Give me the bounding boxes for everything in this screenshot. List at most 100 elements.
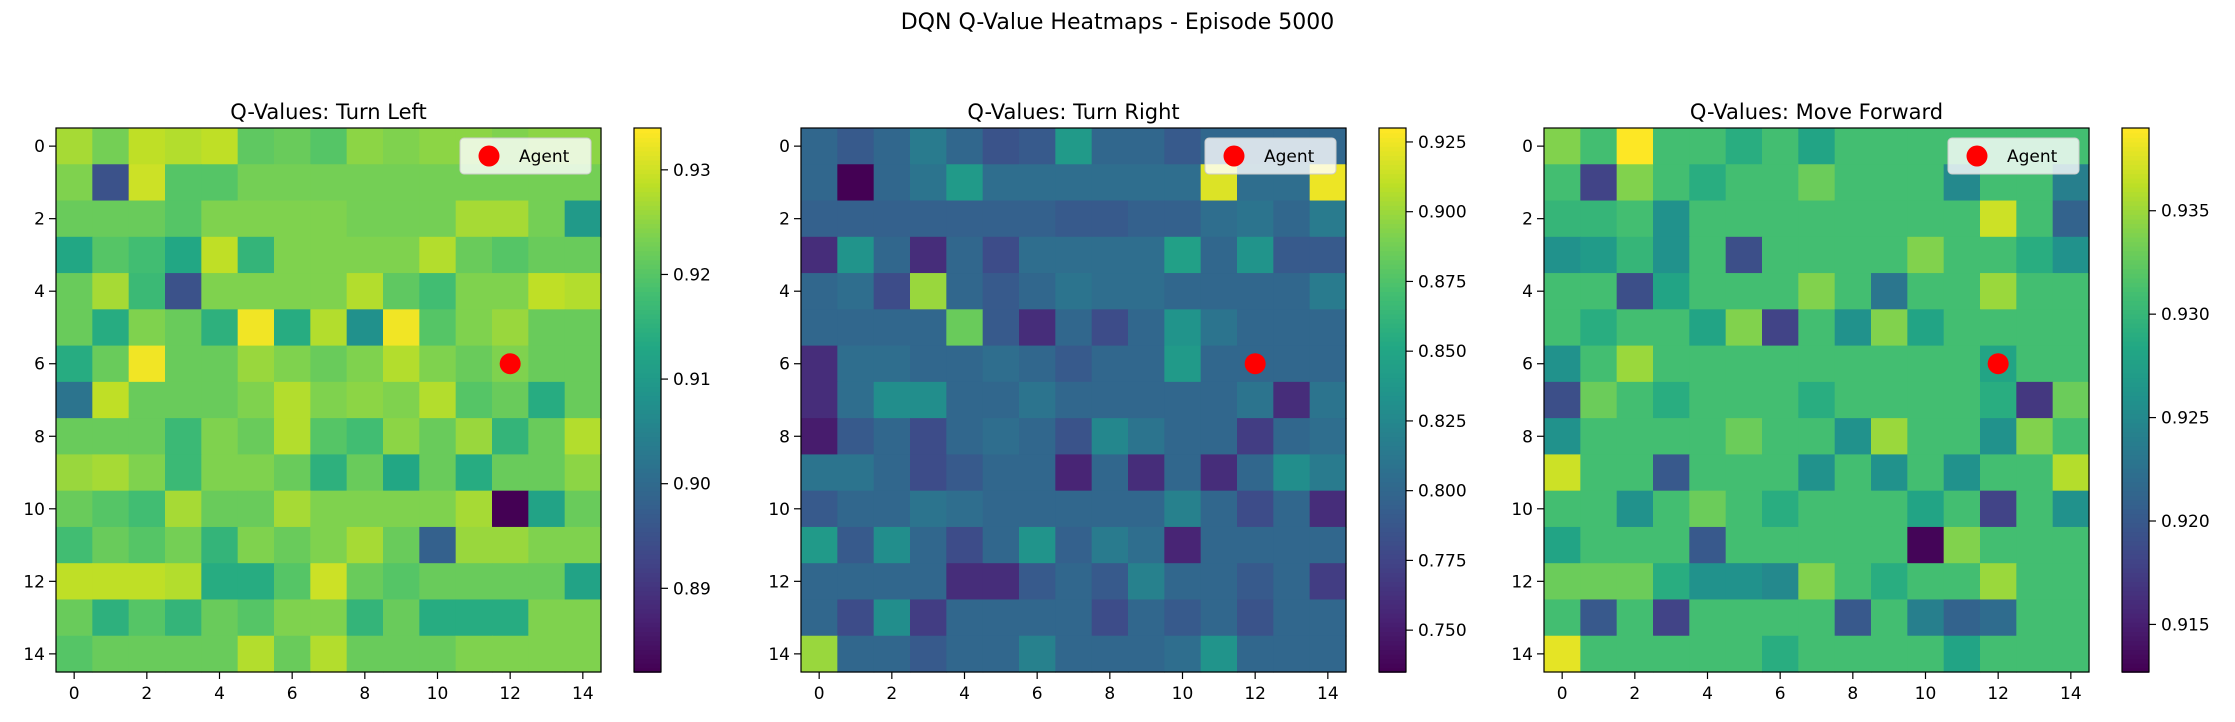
heatmap-cell	[982, 526, 1020, 564]
heatmap-cell	[237, 490, 275, 528]
heatmap-cell	[165, 236, 202, 274]
colorbar-segment	[634, 377, 661, 383]
x-tick-label: 8	[1104, 684, 1115, 704]
colorbar-segment	[634, 182, 661, 188]
x-tick-label: 14	[2060, 684, 2082, 704]
colorbar-segment	[1379, 300, 1406, 306]
heatmap-cell	[1980, 236, 2017, 274]
colorbar-segment	[1379, 372, 1406, 379]
colorbar-segment	[2122, 436, 2149, 442]
heatmap-cell	[128, 164, 166, 202]
heatmap-cell	[237, 164, 275, 202]
heatmap-cell	[2052, 418, 2090, 455]
colorbar-segment	[2122, 200, 2149, 206]
x-tick-label: 10	[427, 684, 449, 704]
colorbar-segment	[634, 517, 661, 524]
heatmap-cell	[1164, 236, 1202, 274]
heatmap-cell	[1762, 526, 1799, 564]
heatmap-cell	[1164, 273, 1202, 310]
x-tick-label: 12	[499, 684, 521, 704]
heatmap-cell	[946, 381, 984, 419]
heatmap-cell	[274, 128, 311, 165]
heatmap-cell	[1653, 273, 1690, 310]
heatmap-cell	[455, 418, 493, 455]
heatmap-cell	[1798, 563, 1836, 601]
heatmap-cell	[1164, 490, 1202, 528]
heatmap-cell	[237, 309, 275, 347]
colorbar-segment	[1379, 563, 1406, 569]
heatmap-cell	[1834, 526, 1872, 564]
heatmap-cell	[1943, 490, 1981, 528]
heatmap-cell	[2016, 273, 2054, 310]
heatmap-cell	[201, 490, 239, 528]
colorbar-segment	[634, 662, 661, 669]
heatmap-cell	[346, 128, 384, 165]
heatmap-cell	[1798, 345, 1836, 383]
heatmap-cell	[201, 345, 239, 383]
colorbar-segment	[1379, 644, 1406, 651]
heatmap-cell	[1871, 236, 1908, 274]
heatmap-cell	[383, 418, 420, 455]
heatmap-cell	[1237, 526, 1274, 564]
colorbar-segment	[1379, 662, 1406, 669]
heatmap-cell	[801, 273, 838, 310]
y-tick-label: 2	[34, 210, 45, 230]
heatmap-cell	[201, 128, 239, 165]
heatmap-cell	[1653, 454, 1690, 492]
heatmap-cell	[56, 381, 93, 419]
heatmap-cell	[1128, 236, 1165, 274]
colorbar-tick-label: 0.915	[2161, 615, 2210, 635]
heatmap-cell	[1725, 418, 1763, 455]
heatmap-cell	[946, 454, 984, 492]
x-tick-label: 0	[1557, 684, 1568, 704]
colorbar-segment	[634, 264, 661, 270]
heatmap-cell	[1544, 454, 1581, 492]
heatmap-cell	[1943, 418, 1981, 455]
heatmap-cell	[1309, 200, 1347, 238]
heatmap-cell	[1689, 454, 1727, 492]
colorbar-segment	[2122, 259, 2149, 265]
colorbar-segment	[2122, 594, 2149, 601]
heatmap-cell	[1544, 563, 1581, 601]
colorbar-segment	[1379, 418, 1406, 424]
heatmap-cell	[92, 599, 130, 637]
y-tick-label: 6	[779, 355, 790, 375]
heatmap-cell	[1580, 635, 1618, 673]
colorbar-segment	[634, 227, 661, 234]
heatmap-cell	[1871, 526, 1908, 564]
heatmap-cell	[419, 309, 457, 347]
heatmap-cell	[1091, 381, 1129, 419]
colorbar-segment	[634, 458, 661, 465]
heatmap-cell	[1544, 345, 1581, 383]
heatmap-cell	[346, 164, 384, 202]
heatmap-cell	[1273, 345, 1311, 383]
colorbar-segment	[1379, 640, 1406, 646]
heatmap-cell	[1091, 164, 1129, 202]
heatmap-cell	[92, 164, 130, 202]
heatmap-cell	[455, 273, 493, 310]
heatmap-cell	[346, 381, 384, 419]
colorbar-segment	[634, 309, 661, 315]
heatmap-cell	[1616, 418, 1654, 455]
colorbar-segment	[2122, 295, 2149, 302]
y-tick-label: 6	[34, 355, 45, 375]
colorbar-segment	[2122, 653, 2149, 660]
colorbar-segment	[634, 295, 661, 302]
heatmap-cell	[1871, 418, 1908, 455]
heatmap-cell	[1544, 236, 1581, 274]
heatmap-cell	[310, 309, 348, 347]
colorbar-segment	[2122, 662, 2149, 669]
colorbar-segment	[634, 608, 661, 614]
colorbar-segment	[634, 141, 661, 147]
colorbar-segment	[2122, 146, 2149, 152]
heatmap-cell	[801, 454, 838, 492]
heatmap-cell	[1544, 635, 1581, 673]
heatmap-cell	[1200, 236, 1238, 274]
colorbar-segment	[634, 635, 661, 642]
heatmap-cell	[1544, 381, 1581, 419]
heatmap-cell	[1725, 635, 1763, 673]
heatmap-cell	[128, 381, 166, 419]
heatmap-cell	[1798, 128, 1836, 165]
colorbar-segment	[634, 404, 661, 410]
heatmap-cell	[1653, 164, 1690, 202]
